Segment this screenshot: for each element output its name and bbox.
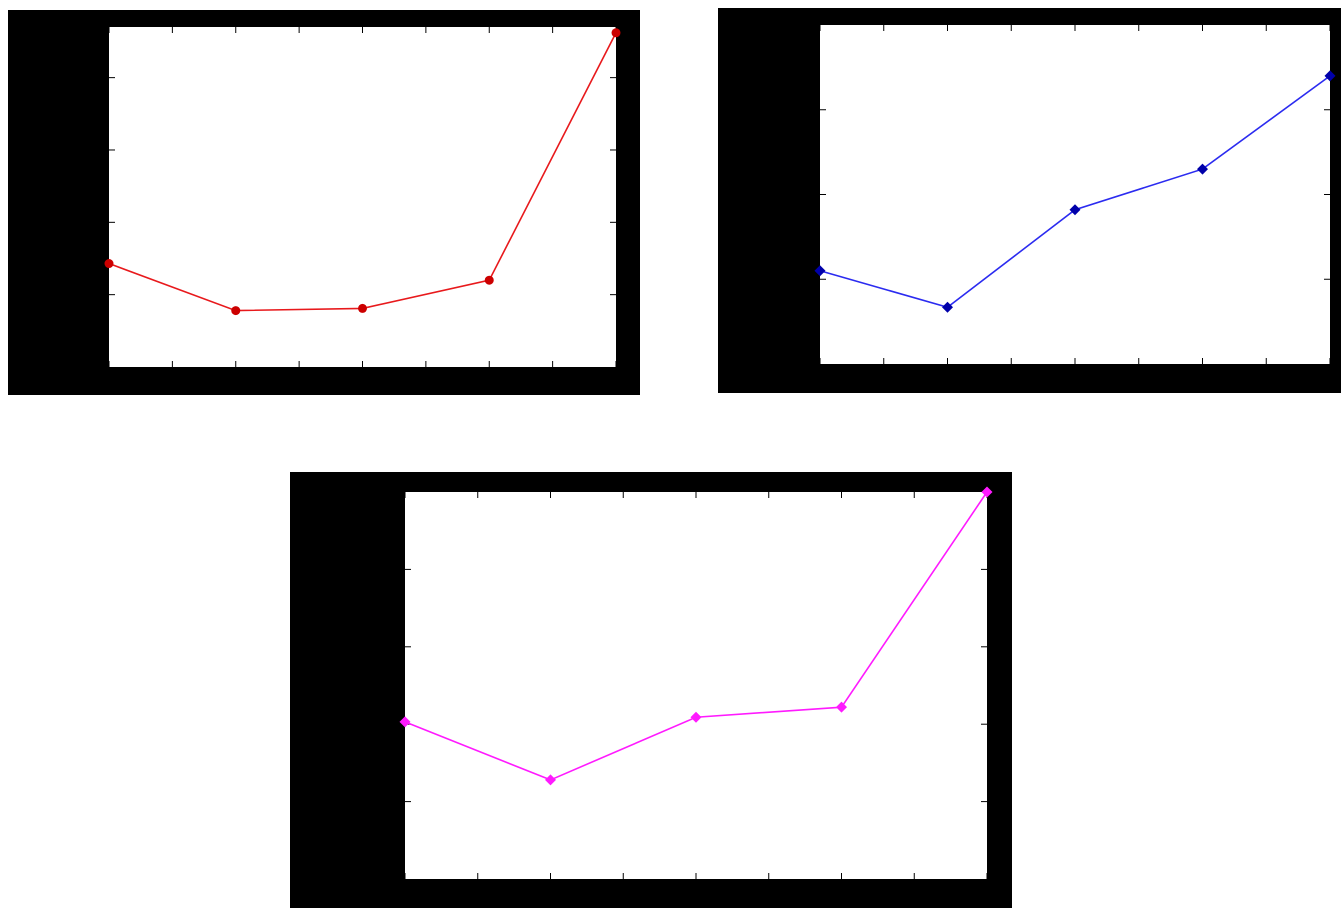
plot-area xyxy=(405,492,987,879)
data-point xyxy=(1324,70,1336,82)
data-point xyxy=(814,265,826,277)
data-point xyxy=(942,301,953,313)
data-point xyxy=(484,275,494,285)
data-point xyxy=(1069,204,1081,216)
chart-3 xyxy=(399,486,993,879)
data-point xyxy=(231,306,241,316)
chart-panel-2 xyxy=(718,8,1341,393)
data-point xyxy=(104,259,114,269)
data-point xyxy=(358,303,367,313)
data-point xyxy=(1197,163,1208,175)
chart-1 xyxy=(104,27,621,367)
plot-area xyxy=(109,27,616,367)
chart-panel-3 xyxy=(290,472,1012,908)
data-point xyxy=(836,701,847,713)
data-point xyxy=(981,486,993,498)
data-point xyxy=(545,774,556,786)
data-point xyxy=(399,716,411,728)
chart-panel-1 xyxy=(8,10,640,395)
data-point xyxy=(611,28,621,38)
chart-2 xyxy=(814,25,1336,364)
data-point xyxy=(690,711,702,723)
plot-area xyxy=(820,25,1330,364)
